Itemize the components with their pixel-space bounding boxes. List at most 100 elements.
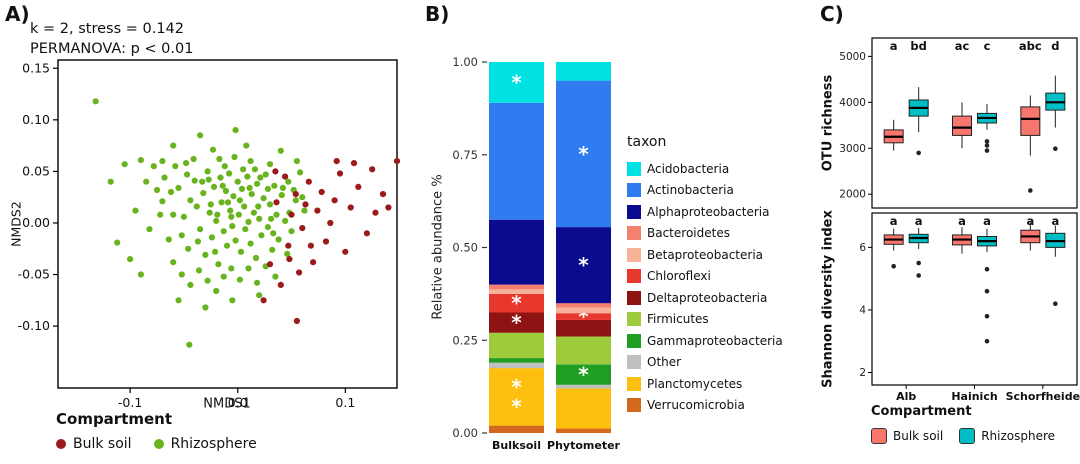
rhizosphere-swatch [959,428,976,444]
box-hainich-rhizosphere [977,228,997,344]
box-schorfheide-bulk-soil [1020,222,1041,251]
rhizosphere-points [92,98,308,348]
svg-text:c: c [984,39,991,53]
svg-text:*: * [511,375,522,399]
svg-text:a: a [1051,214,1059,228]
box-alb-bulk-soil [883,119,904,151]
svg-text:*: * [511,311,522,335]
legend-item-betaproteobacteria: Betaproteobacteria [627,244,812,266]
box-alb-bulk-soil [883,228,904,269]
svg-text:bd: bd [910,39,926,53]
svg-text:*: * [578,363,589,387]
legend-label: Verrucomicrobia [647,398,745,413]
legend-label: Chloroflexi [647,269,711,284]
svg-text:0.25: 0.25 [452,333,478,347]
legend-item-rhizosphere: Rhizosphere [959,428,1055,444]
svg-text:Hainich: Hainich [951,390,997,403]
deltaproteobacteria-swatch [627,290,641,305]
box-alb-rhizosphere [908,228,929,278]
svg-text:a: a [890,39,898,53]
svg-text:*: * [578,142,589,166]
svg-text:0.00: 0.00 [452,426,478,440]
panel-diversity-boxplots: C) 2000 3000 4000 5000 a bd ac c abc d 2 4 6 a a a a a a Al… [815,0,1080,464]
legend-label: Acidobacteria [647,161,730,176]
svg-text:6: 6 [859,242,866,254]
svg-text:Bulksoil: Bulksoil [492,439,541,452]
panel-taxa-bars: B) 0.00 0.25 0.50 0.75 1.00 * * * * * Bulksoil * * * *… [420,0,815,464]
svg-text:3000: 3000 [839,143,866,155]
legend-label: Actinobacteria [647,183,734,198]
legend-label: Bulk soil [73,436,132,452]
svg-text:abc: abc [1019,39,1042,53]
svg-text:2: 2 [859,367,866,379]
svg-text:4: 4 [859,304,866,316]
svg-text:2000: 2000 [839,189,866,201]
legend-item-planctomycetes: Planctomycetes [627,373,812,395]
svg-text:a: a [983,214,991,228]
legend-label: Bacteroidetes [647,226,730,241]
svg-text:5000: 5000 [839,51,866,63]
legend-a-title: Compartment [56,410,173,428]
svg-text:0.00: 0.00 [22,215,50,230]
panel-a-label: A) [5,2,30,26]
rhizosphere-swatch [153,439,164,449]
verrucomicrobia-swatch [627,398,641,413]
svg-text:a: a [1026,214,1034,228]
firmicutes-swatch [627,312,641,327]
svg-text:0.05: 0.05 [22,163,50,178]
nmds-permanova-text: PERMANOVA: p < 0.01 [30,40,194,57]
legend-label: Alphaproteobacteria [647,204,770,219]
gammaproteobacteria-swatch [627,333,641,348]
taxa-bar-phytometer: * * * * [556,62,611,433]
svg-text:-0.1: -0.1 [118,395,142,410]
legend-a-items: Bulk soil Rhizosphere [56,436,257,452]
box-schorfheide-rhizosphere [1045,225,1066,307]
taxon-legend-title: taxon [627,134,667,150]
actinobacteria-swatch [627,183,641,198]
acidobacteria-swatch [627,161,641,176]
taxon-legend: taxon Acidobacteria Actinobacteria Alphapr… [627,134,812,416]
betaproteobacteria-swatch [627,247,641,262]
shannon-axis-label: Shannon diversity index [820,210,836,388]
svg-text:-0.05: -0.05 [18,267,50,282]
bulk-soil-points [260,158,401,325]
compartment-legend-a: Compartment Bulk soil Rhizosphere [56,410,257,452]
box-schorfheide-rhizosphere [1045,75,1066,151]
legend-item-gammaproteobacteria: Gammaproteobacteria [627,330,812,352]
box-alb-rhizosphere [908,87,929,156]
box-hainich-bulk-soil [952,102,972,149]
box-schorfheide-bulk-soil [1020,95,1041,193]
svg-text:a: a [958,214,966,228]
nmds-y-axis-label: NMDS2 [8,201,24,247]
svg-text:a: a [915,214,923,228]
box-hainich-rhizosphere [977,104,997,153]
svg-text:*: * [511,70,522,94]
svg-text:0.15: 0.15 [22,60,50,75]
svg-text:Alb: Alb [896,390,916,403]
taxon-legend-items: Acidobacteria Actinobacteria Alphaproteoba… [627,158,812,416]
nmds-stress-text: k = 2, stress = 0.142 [30,21,184,37]
chloroflexi-swatch [627,269,641,284]
bulk-soil-swatch [56,439,66,449]
svg-text:0.75: 0.75 [452,148,478,162]
svg-text:4000: 4000 [839,97,866,109]
panel-c-label: C) [820,2,844,26]
legend-item-bulk-soil: Bulk soil [56,436,132,452]
legend-item-other: Other [627,352,812,374]
legend-item-alphaproteobacteria: Alphaproteobacteria [627,201,812,223]
svg-text:0.1: 0.1 [335,395,355,410]
box-hainich-bulk-soil [952,227,972,254]
boxplot-panel-frame [871,37,1078,209]
nmds-plot-frame [57,59,398,389]
legend-item-verrucomicrobia: Verrucomicrobia [627,395,812,417]
otu-richness-axis-label: OTU richness [820,74,836,172]
taxa-bar-bulksoil: ***** [489,62,544,433]
svg-text:d: d [1051,39,1059,53]
svg-text:*: * [578,305,589,329]
svg-text:ac: ac [955,39,970,53]
bacteroidetes-swatch [627,226,641,241]
compartment-legend-c: Compartment Bulk soil Rhizosphere [871,404,1055,444]
panel-b-label: B) [425,2,450,26]
bulk-soil-swatch [871,428,887,444]
boxplot-panel-frame [871,212,1078,386]
